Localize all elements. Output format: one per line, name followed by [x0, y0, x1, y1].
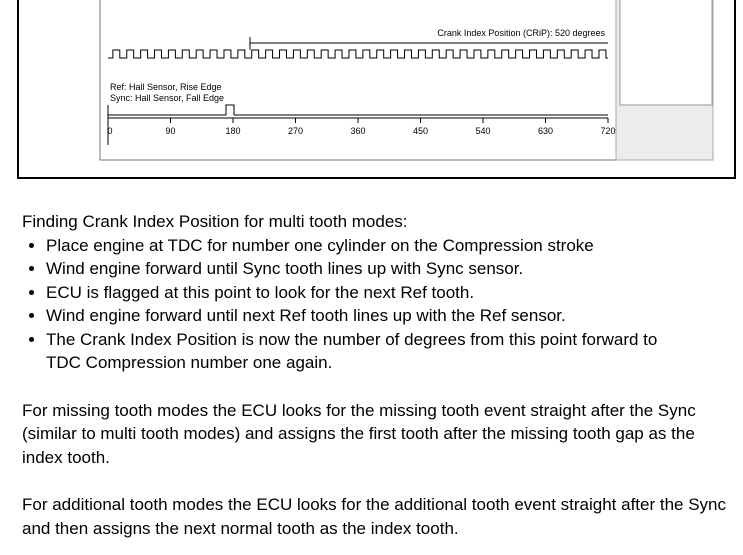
axis-label: 450: [413, 126, 428, 136]
bullet: Wind engine forward until Sync tooth lin…: [46, 257, 734, 281]
plot-panel: [99, 0, 714, 161]
ref-label: Ref: Hall Sensor, Rise Edge: [110, 82, 222, 92]
bullet-list: Place engine at TDC for number one cylin…: [22, 234, 734, 375]
axis-label: 90: [165, 126, 175, 136]
sync-label: Sync: Hall Sensor, Fall Edge: [110, 93, 224, 103]
axis-label: 270: [288, 126, 303, 136]
axis-label: 630: [538, 126, 553, 136]
bullet: Place engine at TDC for number one cylin…: [46, 234, 734, 258]
paragraph: For additional tooth modes the ECU looks…: [22, 495, 727, 538]
bullet: ECU is flagged at this point to look for…: [46, 281, 734, 305]
axis-label: 540: [475, 126, 490, 136]
diagram: Crank Index Position (CRiP): 520 degrees…: [17, 0, 736, 179]
paragraph: For missing tooth modes the ECU looks fo…: [22, 400, 696, 467]
sync-wave: [108, 104, 608, 116]
axis-label: 360: [350, 126, 365, 136]
intro: Finding Crank Index Position for multi t…: [22, 212, 408, 231]
axis-label: 720: [600, 126, 615, 136]
side-box: [619, 0, 713, 106]
axis-label: 180: [225, 126, 240, 136]
bullet: The Crank Index Position is now the numb…: [46, 328, 666, 375]
bullet: Wind engine forward until next Ref tooth…: [46, 304, 734, 328]
crip-label: Crank Index Position (CRiP): 520 degrees: [437, 28, 605, 38]
axis-label: 0: [107, 126, 112, 136]
ref-wave: [108, 49, 608, 59]
text-body: Finding Crank Index Position for multi t…: [22, 210, 734, 540]
